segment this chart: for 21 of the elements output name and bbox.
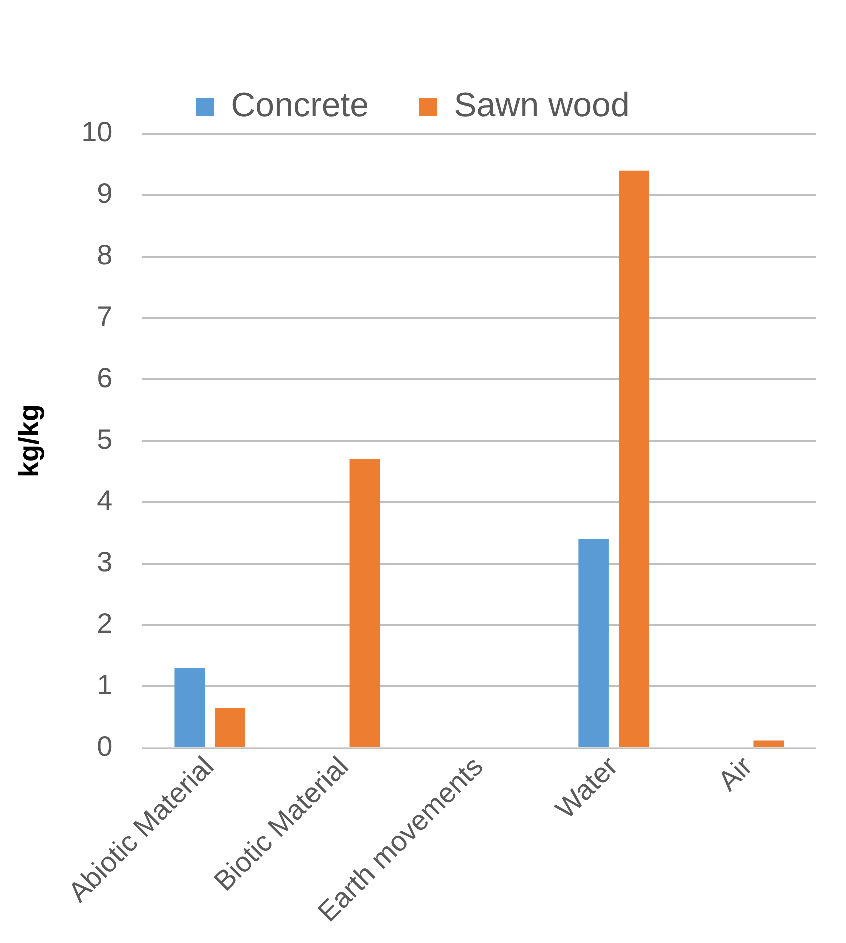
y-tick-label: 6 (97, 362, 113, 394)
y-tick-label: 8 (97, 240, 113, 271)
y-tick-label: 10 (82, 116, 113, 148)
y-tick-label: 0 (97, 730, 113, 762)
bar (174, 668, 206, 748)
bar (350, 459, 380, 748)
y-axis-title: kg/kg (14, 404, 45, 478)
x-tick-label: Air (712, 750, 758, 797)
legend-label: Sawn wood (454, 86, 630, 124)
y-tick-label: 4 (97, 485, 113, 516)
bar (578, 539, 609, 748)
y-tick-label: 1 (97, 669, 113, 700)
y-tick-label: 3 (97, 546, 113, 578)
bar (754, 740, 784, 748)
bar (619, 170, 650, 748)
y-tick-label: 5 (97, 424, 113, 455)
y-tick-label: 7 (97, 300, 113, 332)
y-tick-label: 9 (97, 178, 113, 210)
bar (215, 708, 246, 748)
y-tick-label: 2 (97, 608, 113, 639)
legend-label: Concrete (231, 86, 370, 124)
